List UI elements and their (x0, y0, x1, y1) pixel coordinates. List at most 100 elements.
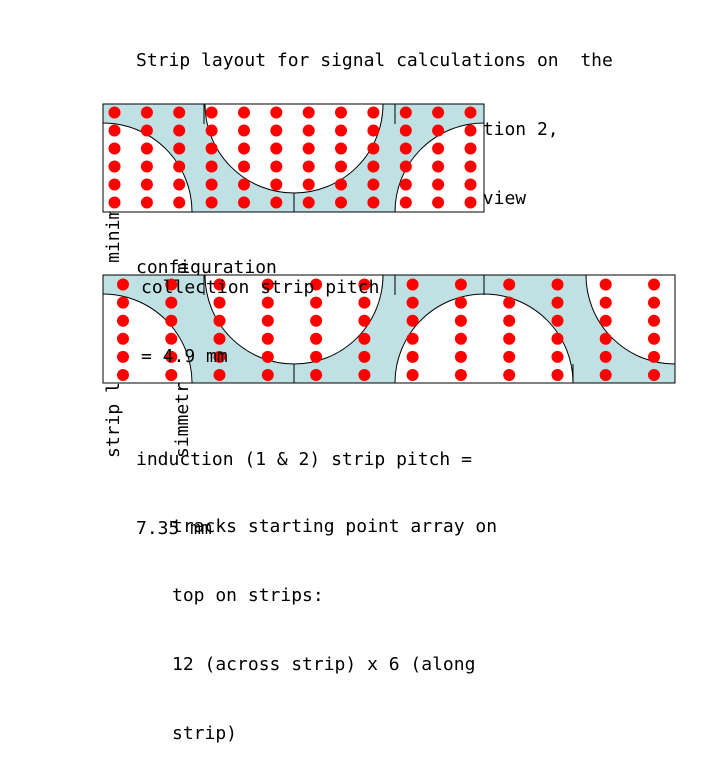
track-point (117, 332, 129, 345)
track-point (173, 142, 186, 155)
track-point (261, 278, 274, 291)
induction-pitch-line: induction (1 & 2) strip pitch = (136, 449, 472, 470)
track-point (213, 369, 226, 381)
track-point (213, 278, 226, 291)
track-point (302, 160, 315, 173)
track-point (599, 332, 612, 345)
title-line: configuration (136, 257, 277, 278)
track-point (302, 124, 315, 137)
track-point (108, 124, 121, 137)
induction-pitch-label: induction (1 & 2) strip pitch = 7.35 mm (136, 402, 472, 563)
track-point (335, 160, 347, 173)
track-point (551, 314, 564, 327)
track-point (358, 314, 371, 327)
track-point (108, 178, 121, 191)
track-point (261, 350, 274, 363)
track-point (238, 160, 250, 173)
track-point (454, 350, 467, 363)
track-point (551, 369, 564, 381)
track-point (213, 314, 226, 327)
track-point (310, 278, 323, 291)
track-point (406, 278, 419, 291)
track-point (238, 124, 250, 137)
track-point (432, 142, 445, 155)
track-point (270, 160, 283, 173)
track-point (648, 332, 660, 345)
track-point (261, 296, 274, 309)
track-point (367, 142, 380, 155)
track-point (140, 196, 153, 209)
track-point (238, 196, 250, 209)
track-point (464, 178, 477, 191)
track-point (367, 196, 380, 209)
track-point (454, 332, 467, 345)
track-point (205, 106, 218, 119)
track-point (599, 369, 612, 381)
track-point (165, 369, 178, 381)
track-point (503, 278, 516, 291)
track-point (399, 160, 412, 173)
track-point (117, 350, 129, 363)
track-point (165, 350, 178, 363)
track-point (173, 196, 186, 209)
track-point (551, 332, 564, 345)
track-point (165, 314, 178, 327)
track-point (108, 106, 121, 119)
collection-track-points (108, 106, 477, 209)
track-points-line: tracks starting point array on (172, 516, 498, 537)
track-point (648, 296, 660, 309)
track-point (173, 178, 186, 191)
track-point (599, 350, 612, 363)
track-point (406, 314, 419, 327)
track-point (261, 369, 274, 381)
strip-layout-drawing (102, 103, 676, 384)
track-point (406, 369, 419, 381)
track-point (117, 314, 129, 327)
track-point (454, 369, 467, 381)
track-point (261, 314, 274, 327)
track-points-line: top on strips: (172, 585, 324, 606)
track-point (406, 332, 419, 345)
track-point (261, 332, 274, 345)
track-point (140, 160, 153, 173)
track-point (358, 350, 371, 363)
track-point (464, 142, 477, 155)
track-point (454, 296, 467, 309)
track-point (335, 178, 347, 191)
track-point (464, 106, 477, 119)
track-point (464, 160, 477, 173)
track-point (335, 196, 347, 209)
track-point (503, 314, 516, 327)
induction-plane (102, 274, 676, 384)
track-point (205, 160, 218, 173)
track-point (205, 178, 218, 191)
track-point (454, 314, 467, 327)
track-point (310, 314, 323, 327)
induction-track-points (117, 278, 660, 381)
track-point (302, 178, 315, 191)
track-point (503, 350, 516, 363)
track-point (358, 278, 371, 291)
track-point (310, 296, 323, 309)
track-point (406, 296, 419, 309)
track-point (140, 106, 153, 119)
track-point (367, 178, 380, 191)
track-point (140, 142, 153, 155)
induction-plane-outline (102, 274, 676, 384)
track-point (648, 350, 660, 363)
title-line: Strip layout for signal calculations on … (136, 50, 613, 71)
track-point (464, 196, 477, 209)
track-point (270, 106, 283, 119)
track-point (358, 369, 371, 381)
track-point (140, 178, 153, 191)
track-point (432, 178, 445, 191)
track-point (367, 124, 380, 137)
track-point (117, 278, 129, 291)
track-point (503, 369, 516, 381)
track-point (399, 124, 412, 137)
track-points-line: strip) (172, 723, 238, 744)
track-point (302, 196, 315, 209)
track-point (213, 296, 226, 309)
track-point (551, 278, 564, 291)
track-point (648, 314, 660, 327)
